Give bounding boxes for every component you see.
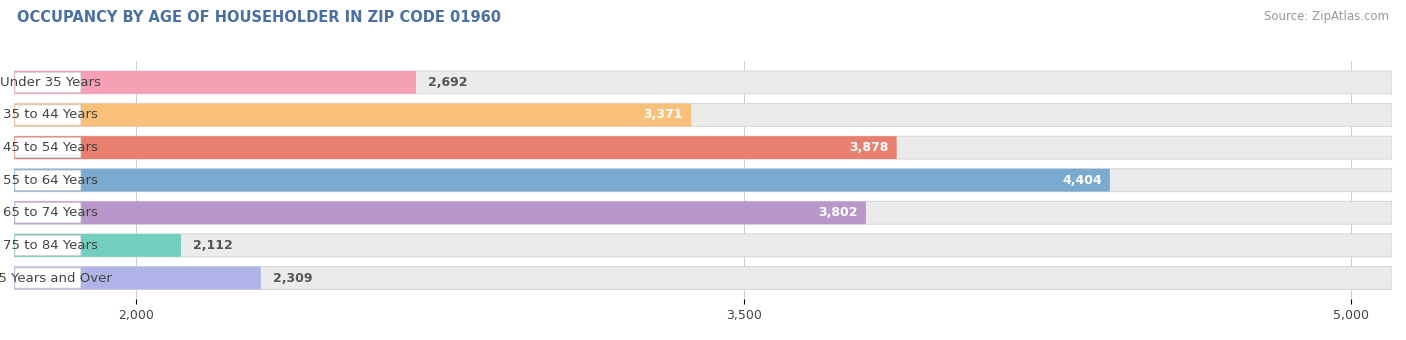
FancyBboxPatch shape <box>14 104 692 126</box>
FancyBboxPatch shape <box>14 169 1392 192</box>
FancyBboxPatch shape <box>15 105 82 125</box>
FancyBboxPatch shape <box>14 104 1392 126</box>
Text: 3,802: 3,802 <box>818 206 858 219</box>
FancyBboxPatch shape <box>14 169 1109 192</box>
Text: 65 to 74 Years: 65 to 74 Years <box>3 206 98 219</box>
Text: 3,371: 3,371 <box>644 108 683 121</box>
FancyBboxPatch shape <box>14 136 897 159</box>
FancyBboxPatch shape <box>14 267 1392 289</box>
Text: Source: ZipAtlas.com: Source: ZipAtlas.com <box>1264 10 1389 23</box>
FancyBboxPatch shape <box>14 234 1392 257</box>
Text: 35 to 44 Years: 35 to 44 Years <box>3 108 98 121</box>
Text: 2,309: 2,309 <box>273 272 312 285</box>
Text: 3,878: 3,878 <box>849 141 889 154</box>
FancyBboxPatch shape <box>14 71 1392 94</box>
Text: Under 35 Years: Under 35 Years <box>0 76 101 89</box>
FancyBboxPatch shape <box>15 72 82 92</box>
FancyBboxPatch shape <box>15 268 82 288</box>
Text: 4,404: 4,404 <box>1062 174 1102 187</box>
FancyBboxPatch shape <box>15 170 82 190</box>
Text: 75 to 84 Years: 75 to 84 Years <box>3 239 98 252</box>
FancyBboxPatch shape <box>14 71 416 94</box>
Text: OCCUPANCY BY AGE OF HOUSEHOLDER IN ZIP CODE 01960: OCCUPANCY BY AGE OF HOUSEHOLDER IN ZIP C… <box>17 10 501 25</box>
FancyBboxPatch shape <box>14 136 1392 159</box>
FancyBboxPatch shape <box>14 267 262 289</box>
Text: 85 Years and Over: 85 Years and Over <box>0 272 111 285</box>
FancyBboxPatch shape <box>15 203 82 223</box>
Text: 2,112: 2,112 <box>193 239 233 252</box>
Text: 2,692: 2,692 <box>429 76 468 89</box>
FancyBboxPatch shape <box>14 201 1392 224</box>
FancyBboxPatch shape <box>14 234 181 257</box>
FancyBboxPatch shape <box>15 235 82 256</box>
Text: 45 to 54 Years: 45 to 54 Years <box>3 141 98 154</box>
Text: 55 to 64 Years: 55 to 64 Years <box>3 174 98 187</box>
FancyBboxPatch shape <box>14 201 866 224</box>
FancyBboxPatch shape <box>15 137 82 158</box>
